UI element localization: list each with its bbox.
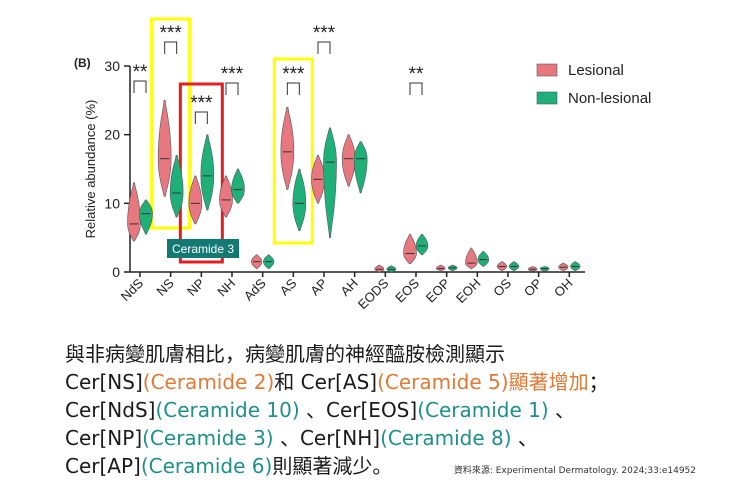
violin-eop: [435, 264, 446, 271]
x-tick-label: EOP: [423, 276, 453, 306]
significance-mark: ***: [160, 23, 183, 44]
caption-cer-eos: 、Cer[EOS]: [299, 398, 418, 422]
caption-ceramide-10: (Ceramide 10): [155, 398, 300, 422]
caption-line-5: Cer[AP](Ceramide 6)則顯著減少。: [65, 452, 392, 480]
violin-nds: [127, 182, 141, 242]
annotation-box: [167, 239, 239, 258]
caption-ceramide-1: (Ceramide 1): [417, 398, 549, 422]
x-tick-label: AS: [277, 275, 300, 298]
legend-swatch-lesional: [536, 63, 558, 77]
violin-ns: [169, 155, 184, 218]
x-tick-label: NH: [214, 276, 238, 300]
significance-bracket: [317, 41, 331, 54]
violin-as: [280, 106, 295, 190]
x-tick-label: NP: [184, 276, 207, 299]
series-non-lesional: [139, 127, 581, 273]
panel-label: (B): [74, 56, 91, 70]
caption-cer-nds: Cer[NdS]: [65, 398, 156, 422]
significance-mark: ***: [282, 64, 305, 85]
violin-eoh: [465, 247, 478, 269]
significance-bracket: [133, 80, 147, 93]
violin-np: [200, 134, 215, 211]
significance-mark: ***: [313, 23, 336, 44]
caption-cer-nh: 、Cer[NH]: [273, 426, 381, 450]
significance-bracket: [286, 82, 300, 95]
violin-ap: [323, 127, 337, 238]
violin-eos: [403, 233, 417, 265]
violin-eoh: [477, 251, 489, 267]
significance-mark: **: [409, 64, 424, 85]
caption-cer-ap: Cer[AP]: [65, 454, 141, 478]
highlight-box-as: [272, 57, 314, 245]
significance-bracket: [409, 82, 423, 95]
x-tick-label: OP: [521, 276, 545, 300]
y-tick-label: 10: [104, 195, 120, 211]
y-tick-label: 30: [104, 58, 120, 74]
y-tick-label: 0: [112, 264, 120, 280]
x-tick-label: AH: [337, 276, 360, 299]
x-tick-label: AP: [307, 276, 330, 299]
violin-nh: [231, 168, 245, 204]
violin-ns: [157, 100, 172, 197]
violin-ah: [341, 134, 356, 187]
y-axis-label: Relative abundance (%): [83, 100, 98, 239]
caption-line-2: Cer[NS](Ceramide 2)和 Cer[AS](Ceramide 5)…: [65, 368, 609, 396]
x-tick-label: NS: [153, 275, 177, 299]
annotation-label: Ceramide 3: [172, 242, 234, 256]
violin-chart: 0 10 20 30 Relative abundance (%) (B) NdS NS NP N…: [74, 17, 651, 312]
x-tick-label: EODS: [355, 275, 392, 312]
caption-ceramide-2: (Ceramide 2): [142, 370, 275, 394]
caption-cer-ns: Cer[NS]: [65, 370, 143, 394]
x-tick-label: NdS: [118, 275, 147, 304]
caption-ceramide-6: (Ceramide 6): [140, 454, 273, 478]
legend-label-non-lesional: Non-lesional: [568, 90, 651, 107]
highlight-box-ns: [150, 17, 192, 230]
caption-cer-np: Cer[NP]: [65, 426, 143, 450]
source-note: 資料來源: Experimental Dermatology. 2024;33:…: [453, 466, 696, 476]
violin-nds: [139, 199, 153, 235]
significance-bracket: [164, 41, 178, 54]
x-tick-label: OS: [490, 275, 514, 299]
significance-bracket: [225, 82, 239, 95]
violin-eos: [415, 233, 429, 256]
caption-ceramide-5: (Ceramide 5): [377, 370, 509, 394]
legend-label-lesional: Lesional: [568, 62, 624, 79]
x-tick-label: OH: [551, 276, 575, 300]
y-tick-label: 20: [104, 127, 120, 143]
caption-line-4: Cer[NP](Ceramide 3) 、Cer[NH](Ceramide 8)…: [65, 424, 538, 452]
caption-increase: 顯著增加: [508, 370, 589, 394]
x-tick-label: AdS: [241, 275, 269, 303]
caption-ceramide-3: (Ceramide 3): [142, 426, 274, 450]
caption-ceramide-8: (Ceramide 8): [380, 426, 512, 450]
significance-mark: **: [133, 62, 148, 83]
x-tick-label: EOH: [453, 276, 484, 307]
legend-swatch-non-lesional: [536, 91, 558, 105]
caption-line-1: 與非病變肌膚相比，病變肌膚的神經醯胺檢測顯示: [65, 340, 505, 368]
x-tick-label: EOS: [392, 275, 422, 305]
caption-cer-as: 和 Cer[AS]: [274, 370, 378, 394]
caption-sep: 、: [548, 398, 576, 422]
caption-decrease: 則顯著減少。: [272, 454, 393, 478]
violin-ah: [353, 141, 368, 194]
significance-bracket: [194, 111, 208, 124]
caption-text: 與非病變肌膚相比，病變肌膚的神經醯胺檢測顯示: [65, 342, 505, 366]
violin-np: [188, 175, 203, 225]
significance-mark: ***: [221, 64, 244, 85]
caption-semicolon: ；: [588, 370, 609, 394]
caption-sep: 、: [511, 426, 538, 450]
caption-line-3: Cer[NdS](Ceramide 10) 、Cer[EOS](Ceramide…: [65, 396, 575, 424]
violin-eods: [374, 264, 385, 273]
violin-as: [292, 168, 307, 232]
significance-mark: ***: [190, 93, 213, 114]
